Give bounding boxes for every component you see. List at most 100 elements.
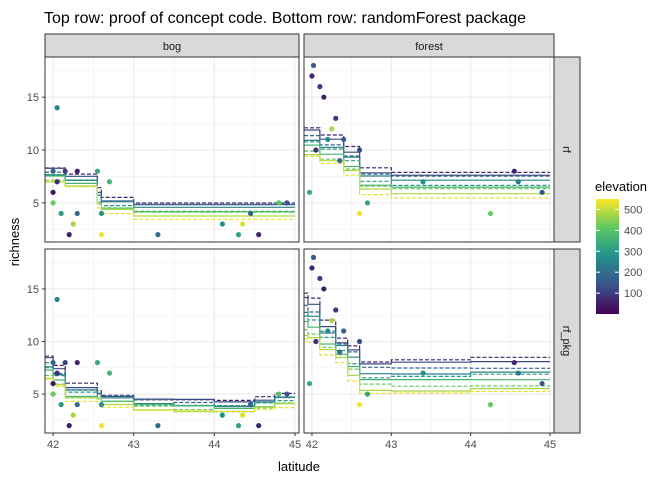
y-tick-label: 15 <box>27 284 39 296</box>
data-point <box>66 232 72 238</box>
legend-tick-label: 300 <box>624 246 642 258</box>
data-point <box>317 84 323 90</box>
y-tick-label: 10 <box>27 337 39 349</box>
panel-border <box>44 56 300 243</box>
data-point <box>511 359 517 366</box>
x-tick-label: 44 <box>208 439 220 451</box>
prediction-line <box>45 181 295 217</box>
data-point <box>98 402 105 408</box>
data-point <box>539 189 545 195</box>
x-tick-label: 45 <box>289 439 301 451</box>
data-point <box>356 402 363 408</box>
data-point <box>329 317 335 324</box>
data-point <box>420 370 426 376</box>
panel-rf_pkg-forest: 42 43 44 45 <box>303 248 556 451</box>
data-point <box>50 200 56 206</box>
data-point <box>364 391 371 397</box>
data-point <box>98 423 105 429</box>
data-point <box>50 359 56 366</box>
panel-rf-bog: 5 10 15 <box>27 56 300 243</box>
data-point <box>356 210 363 217</box>
data-point <box>317 275 323 282</box>
strip-label-forest: forest <box>415 41 443 53</box>
data-point <box>487 210 494 217</box>
data-point <box>106 179 113 185</box>
y-tick-label: 5 <box>33 198 39 210</box>
data-point <box>62 359 68 366</box>
data-point <box>325 328 331 334</box>
data-point <box>364 200 371 206</box>
data-point <box>106 370 113 376</box>
prediction-line <box>45 180 295 220</box>
data-point <box>94 168 101 174</box>
data-point <box>74 402 80 408</box>
data-point <box>74 359 80 366</box>
data-point <box>356 338 363 345</box>
prediction-line <box>304 154 550 195</box>
data-point <box>515 179 521 185</box>
panel-rf_pkg-bog: 5 10 15 42 43 44 45 <box>27 248 301 451</box>
prediction-line <box>304 129 550 176</box>
strip-label-bog: bog <box>163 41 181 53</box>
data-point <box>276 200 282 206</box>
data-point <box>341 328 347 334</box>
data-point <box>515 370 521 376</box>
data-point <box>70 221 76 227</box>
data-point <box>98 232 105 238</box>
panel-border <box>44 248 300 434</box>
prediction-line <box>45 378 295 413</box>
data-point <box>235 232 242 238</box>
data-point <box>306 380 313 387</box>
data-point <box>62 168 68 174</box>
data-point <box>248 402 254 408</box>
data-point <box>337 349 343 355</box>
data-point <box>70 412 76 418</box>
data-point <box>511 168 517 174</box>
legend-tick-label: 400 <box>624 225 642 237</box>
x-axis-title: latitude <box>278 459 320 474</box>
data-point <box>420 179 426 185</box>
data-point <box>98 210 105 217</box>
data-point <box>50 391 56 397</box>
data-point <box>276 391 282 397</box>
legend-tick-label: 100 <box>624 288 642 300</box>
prediction-line <box>304 292 550 363</box>
x-tick-label: 42 <box>306 439 318 451</box>
data-point <box>313 338 319 345</box>
data-point <box>356 147 363 153</box>
y-axis-title-group: richness <box>7 217 22 266</box>
data-point <box>284 391 290 397</box>
data-point <box>284 200 290 206</box>
panel-rf-forest <box>303 56 555 243</box>
y-tick-label: 5 <box>33 389 39 401</box>
data-point <box>155 423 161 429</box>
data-point <box>321 94 327 100</box>
data-point <box>219 412 225 418</box>
strip-label-rf_pkg: rf_pkg <box>560 326 572 357</box>
data-point <box>58 402 64 408</box>
x-tick-label: 43 <box>128 439 140 451</box>
data-point <box>310 254 317 261</box>
data-point <box>58 210 64 217</box>
data-point <box>487 402 494 408</box>
panel-border <box>303 56 555 243</box>
data-point <box>155 232 161 238</box>
data-point <box>539 380 545 387</box>
legend-colorbar <box>596 199 619 314</box>
y-axis-title: richness <box>7 217 22 266</box>
data-point <box>329 126 335 132</box>
data-point <box>239 221 246 227</box>
data-point <box>54 179 60 185</box>
data-point <box>341 136 347 143</box>
data-point <box>235 423 242 429</box>
panel-border <box>303 248 555 434</box>
data-point <box>333 115 339 121</box>
prediction-line <box>45 367 295 407</box>
legend-title: elevation <box>595 179 647 194</box>
data-point <box>74 210 80 217</box>
data-point <box>54 105 60 111</box>
legend-tick-label: 200 <box>624 267 642 279</box>
data-point <box>309 265 315 271</box>
data-point <box>309 73 315 79</box>
color-legend: elevation 100 200 300 400 500 <box>595 179 647 314</box>
